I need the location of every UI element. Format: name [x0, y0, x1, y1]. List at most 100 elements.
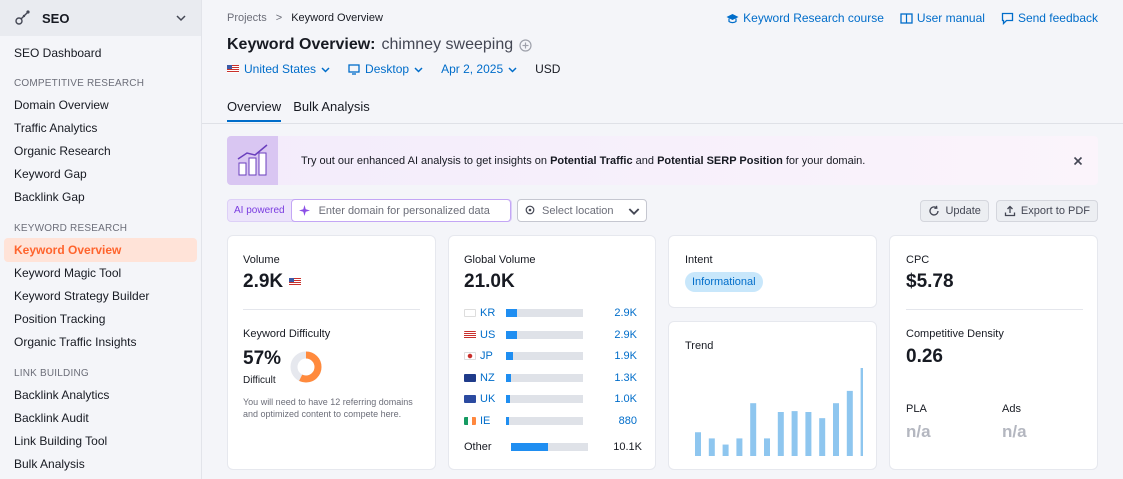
sidebar-item-organic-traffic-insights[interactable]: Organic Traffic Insights — [14, 335, 137, 349]
trend-bar[interactable] — [805, 412, 812, 456]
export-pdf-button-label: Export to PDF — [1020, 205, 1090, 217]
global-volume-row[interactable]: IE 880 — [464, 415, 637, 427]
sidebar-item-keyword-magic-tool[interactable]: Keyword Magic Tool — [14, 266, 122, 280]
sidebar-item-bulk-analysis[interactable]: Bulk Analysis — [14, 457, 85, 471]
trend-bar[interactable] — [846, 390, 853, 456]
tab-overview[interactable]: Overview — [227, 99, 282, 122]
trend-bar[interactable] — [777, 412, 784, 456]
us-flag-icon — [464, 331, 476, 339]
trend-bar[interactable] — [860, 368, 863, 456]
trend-bar[interactable] — [791, 411, 798, 456]
trend-bar[interactable] — [750, 403, 757, 456]
ai-banner-bold-position: Potential SERP Position — [657, 154, 783, 167]
trend-bar[interactable] — [736, 438, 743, 456]
growth-chart-icon — [237, 143, 267, 175]
us-flag-icon — [227, 65, 239, 73]
trend-bar[interactable] — [819, 418, 826, 456]
breadcrumb-projects[interactable]: Projects — [227, 12, 267, 24]
sidebar-item-backlink-gap[interactable]: Backlink Gap — [14, 190, 85, 204]
feedback-link-label: Send feedback — [1017, 11, 1098, 25]
update-button[interactable]: Update — [920, 200, 989, 222]
tabs: Overview Bulk Analysis — [227, 99, 370, 122]
trend-bar[interactable] — [708, 438, 715, 456]
kd-value: 57% — [243, 348, 282, 369]
sidebar-item-keyword-strategy-builder[interactable]: Keyword Strategy Builder — [14, 289, 150, 303]
trend-bar[interactable] — [764, 438, 770, 456]
trend-bar[interactable] — [722, 444, 729, 456]
filters-bar: United States Desktop Apr 2, 2025 USD — [227, 62, 560, 76]
export-pdf-button[interactable]: Export to PDF — [995, 200, 1098, 222]
sidebar-item-keyword-overview[interactable]: Keyword Overview — [14, 243, 122, 257]
sidebar-item-domain-overview[interactable]: Domain Overview — [14, 98, 109, 112]
ie-flag-icon — [464, 417, 476, 425]
global-volume-row[interactable]: US 2.9K — [464, 329, 637, 341]
chevron-down-icon[interactable] — [175, 12, 187, 24]
nz-flag-icon — [464, 374, 476, 382]
sidebar-item-backlink-audit[interactable]: Backlink Audit — [14, 411, 89, 425]
global-volume-bar — [506, 331, 583, 339]
kd-note: You will need to have 12 referring domai… — [243, 397, 413, 419]
page-title-keyword: chimney sweeping — [381, 36, 514, 53]
sidebar-item-seo-dashboard[interactable]: SEO Dashboard — [14, 46, 102, 60]
top-links: Keyword Research course User manual Send… — [726, 11, 1098, 25]
tab-bulk-analysis[interactable]: Bulk Analysis — [293, 99, 370, 114]
domain-input[interactable]: Enter domain for personalized data — [290, 199, 511, 222]
competitive-density-value: 0.26 — [906, 346, 943, 367]
kr-flag-icon — [464, 309, 476, 317]
sidebar-item-backlink-analytics[interactable]: Backlink Analytics — [14, 388, 110, 402]
global-volume-bar-fill — [506, 374, 511, 382]
sidebar-item-traffic-analytics[interactable]: Traffic Analytics — [14, 121, 98, 135]
device-select[interactable]: Desktop — [348, 62, 423, 76]
domain-input-placeholder: Enter domain for personalized data — [318, 204, 490, 217]
global-volume-bar-fill — [511, 443, 548, 451]
cpc-label: CPC — [906, 254, 930, 266]
global-volume-row[interactable]: KR 2.9K — [464, 307, 637, 319]
ai-domain-bar: AI powered Enter domain for personalized… — [227, 199, 512, 222]
sidebar-section-keyword: KEYWORD RESEARCH — [14, 223, 128, 234]
intent-badge[interactable]: Informational — [685, 272, 763, 292]
location-select[interactable]: Select location — [517, 199, 647, 222]
sidebar-item-link-building-tool[interactable]: Link Building Tool — [14, 434, 108, 448]
country-select[interactable]: United States — [227, 62, 330, 76]
location-select-label: Select location — [542, 204, 614, 217]
chevron-down-icon — [414, 66, 423, 73]
competitive-density-label: Competitive Density — [906, 328, 1004, 340]
divider — [906, 309, 1083, 310]
uk-flag-icon — [464, 395, 476, 403]
global-volume-row[interactable]: NZ 1.3K — [464, 372, 637, 384]
ai-powered-pill: AI powered Enter domain for personalized… — [227, 199, 512, 222]
global-volume-bar — [506, 352, 583, 360]
currency-label: USD — [535, 62, 561, 76]
global-volume-row[interactable]: Other 10.1K — [464, 441, 642, 453]
global-volume-row[interactable]: JP 1.9K — [464, 350, 637, 362]
global-volume-value: 1.3K — [614, 372, 637, 384]
sidebar-item-keyword-gap[interactable]: Keyword Gap — [14, 167, 87, 181]
trend-bar[interactable] — [833, 403, 839, 456]
kd-label: Keyword Difficulty — [243, 328, 331, 340]
global-volume-card: Global Volume 21.0K KR 2.9K US 2.9K JP 1.9K NZ… — [448, 235, 656, 470]
breadcrumb-separator: > — [275, 12, 283, 24]
sidebar-item-position-tracking[interactable]: Position Tracking — [14, 312, 106, 326]
ai-banner-mid: and — [632, 154, 658, 167]
manual-link[interactable]: User manual — [900, 11, 985, 25]
refresh-icon — [929, 205, 940, 216]
global-volume-value: 2.9K — [614, 307, 637, 319]
global-volume-value: 880 — [618, 415, 637, 427]
course-link[interactable]: Keyword Research course — [726, 11, 884, 25]
feedback-link[interactable]: Send feedback — [1001, 11, 1098, 25]
ai-banner: Try out our enhanced AI analysis to get … — [227, 136, 1098, 185]
date-select[interactable]: Apr 2, 2025 — [441, 62, 517, 76]
sidebar-header[interactable]: SEO — [0, 0, 201, 36]
close-icon[interactable] — [1073, 156, 1083, 166]
manual-link-label: User manual — [916, 11, 985, 25]
global-volume-value: 1.0K — [614, 393, 637, 405]
global-volume-row[interactable]: UK 1.0K — [464, 393, 637, 405]
seo-icon — [15, 10, 30, 25]
location-pin-icon — [525, 205, 535, 214]
add-circle-icon[interactable] — [519, 38, 532, 52]
page-title: Keyword Overview: chimney sweeping — [227, 36, 532, 54]
book-icon — [900, 12, 913, 24]
sidebar-item-organic-research[interactable]: Organic Research — [14, 144, 111, 158]
trend-bar[interactable] — [695, 432, 701, 456]
intent-label: Intent — [685, 254, 713, 266]
